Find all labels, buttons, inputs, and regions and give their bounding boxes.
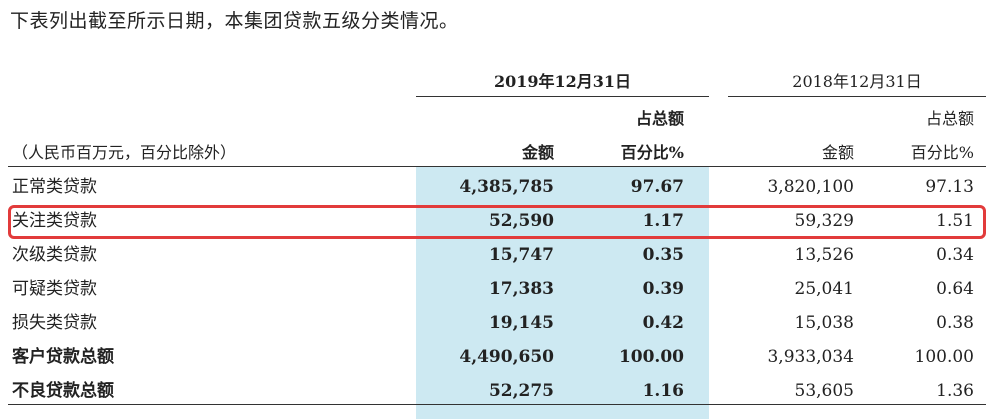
row-label-npl-total: 不良贷款总额 — [12, 381, 114, 401]
amount-header-2018: 金额 — [821, 143, 854, 162]
pct-2019: 1.17 — [642, 211, 684, 231]
amount-2018: 53,605 — [794, 381, 854, 401]
amount-2019: 17,383 — [488, 279, 554, 299]
highlight-column-2019 — [416, 166, 709, 419]
highlight-box-special-mention-row — [8, 205, 986, 239]
row-label-total: 客户贷款总额 — [12, 347, 114, 367]
row-label: 可疑类贷款 — [12, 279, 97, 299]
amount-2019: 52,275 — [488, 381, 554, 401]
row-label: 关注类贷款 — [12, 211, 97, 231]
row-label: 次级类贷款 — [12, 245, 97, 265]
pct-2019: 0.42 — [642, 313, 684, 333]
pct-2019: 97.67 — [630, 177, 684, 197]
pct-header-2018: 百分比% — [910, 143, 974, 162]
amount-2019: 19,145 — [488, 313, 554, 333]
header-rule-2019 — [416, 96, 709, 97]
amount-2019: 15,747 — [488, 245, 554, 265]
amount-2019: 52,590 — [488, 211, 554, 231]
amount-2018: 13,526 — [794, 245, 854, 265]
period-header-2019: 2019年12月31日 — [493, 72, 632, 91]
table-bottom-rule — [8, 404, 986, 405]
pct-2019: 0.39 — [642, 279, 684, 299]
intro-text: 下表列出截至所示日期，本集团贷款五级分类情况。 — [10, 10, 459, 32]
pct-2019: 100.00 — [618, 347, 684, 367]
header-bottom-rule — [8, 166, 986, 167]
amount-header-2019: 金额 — [521, 143, 554, 162]
pct-2018: 0.38 — [936, 313, 974, 333]
pct-2019: 0.35 — [642, 245, 684, 265]
unit-note: （人民币百万元，百分比除外） — [12, 143, 237, 162]
row-label: 正常类贷款 — [12, 177, 97, 197]
pct-2018: 97.13 — [925, 177, 974, 197]
header-rule-2018 — [728, 96, 986, 97]
share-header-2018: 占总额 — [925, 109, 974, 128]
pct-2018: 100.00 — [914, 347, 974, 367]
amount-2019: 4,490,650 — [459, 347, 554, 367]
amount-2018: 25,041 — [794, 279, 854, 299]
pct-header-2019: 百分比% — [620, 143, 684, 162]
amount-2019: 4,385,785 — [459, 177, 554, 197]
pct-2019: 1.16 — [642, 381, 684, 401]
amount-2018: 15,038 — [794, 313, 854, 333]
amount-2018: 3,933,034 — [767, 347, 854, 367]
share-header-2019: 占总额 — [635, 109, 684, 128]
pct-2018: 0.34 — [936, 245, 974, 265]
period-header-2018: 2018年12月31日 — [792, 72, 922, 91]
pct-2018: 1.51 — [936, 211, 974, 231]
row-label: 损失类贷款 — [12, 313, 97, 333]
amount-2018: 3,820,100 — [767, 177, 854, 197]
amount-2018: 59,329 — [794, 211, 854, 231]
pct-2018: 0.64 — [936, 279, 974, 299]
pct-2018: 1.36 — [936, 381, 974, 401]
